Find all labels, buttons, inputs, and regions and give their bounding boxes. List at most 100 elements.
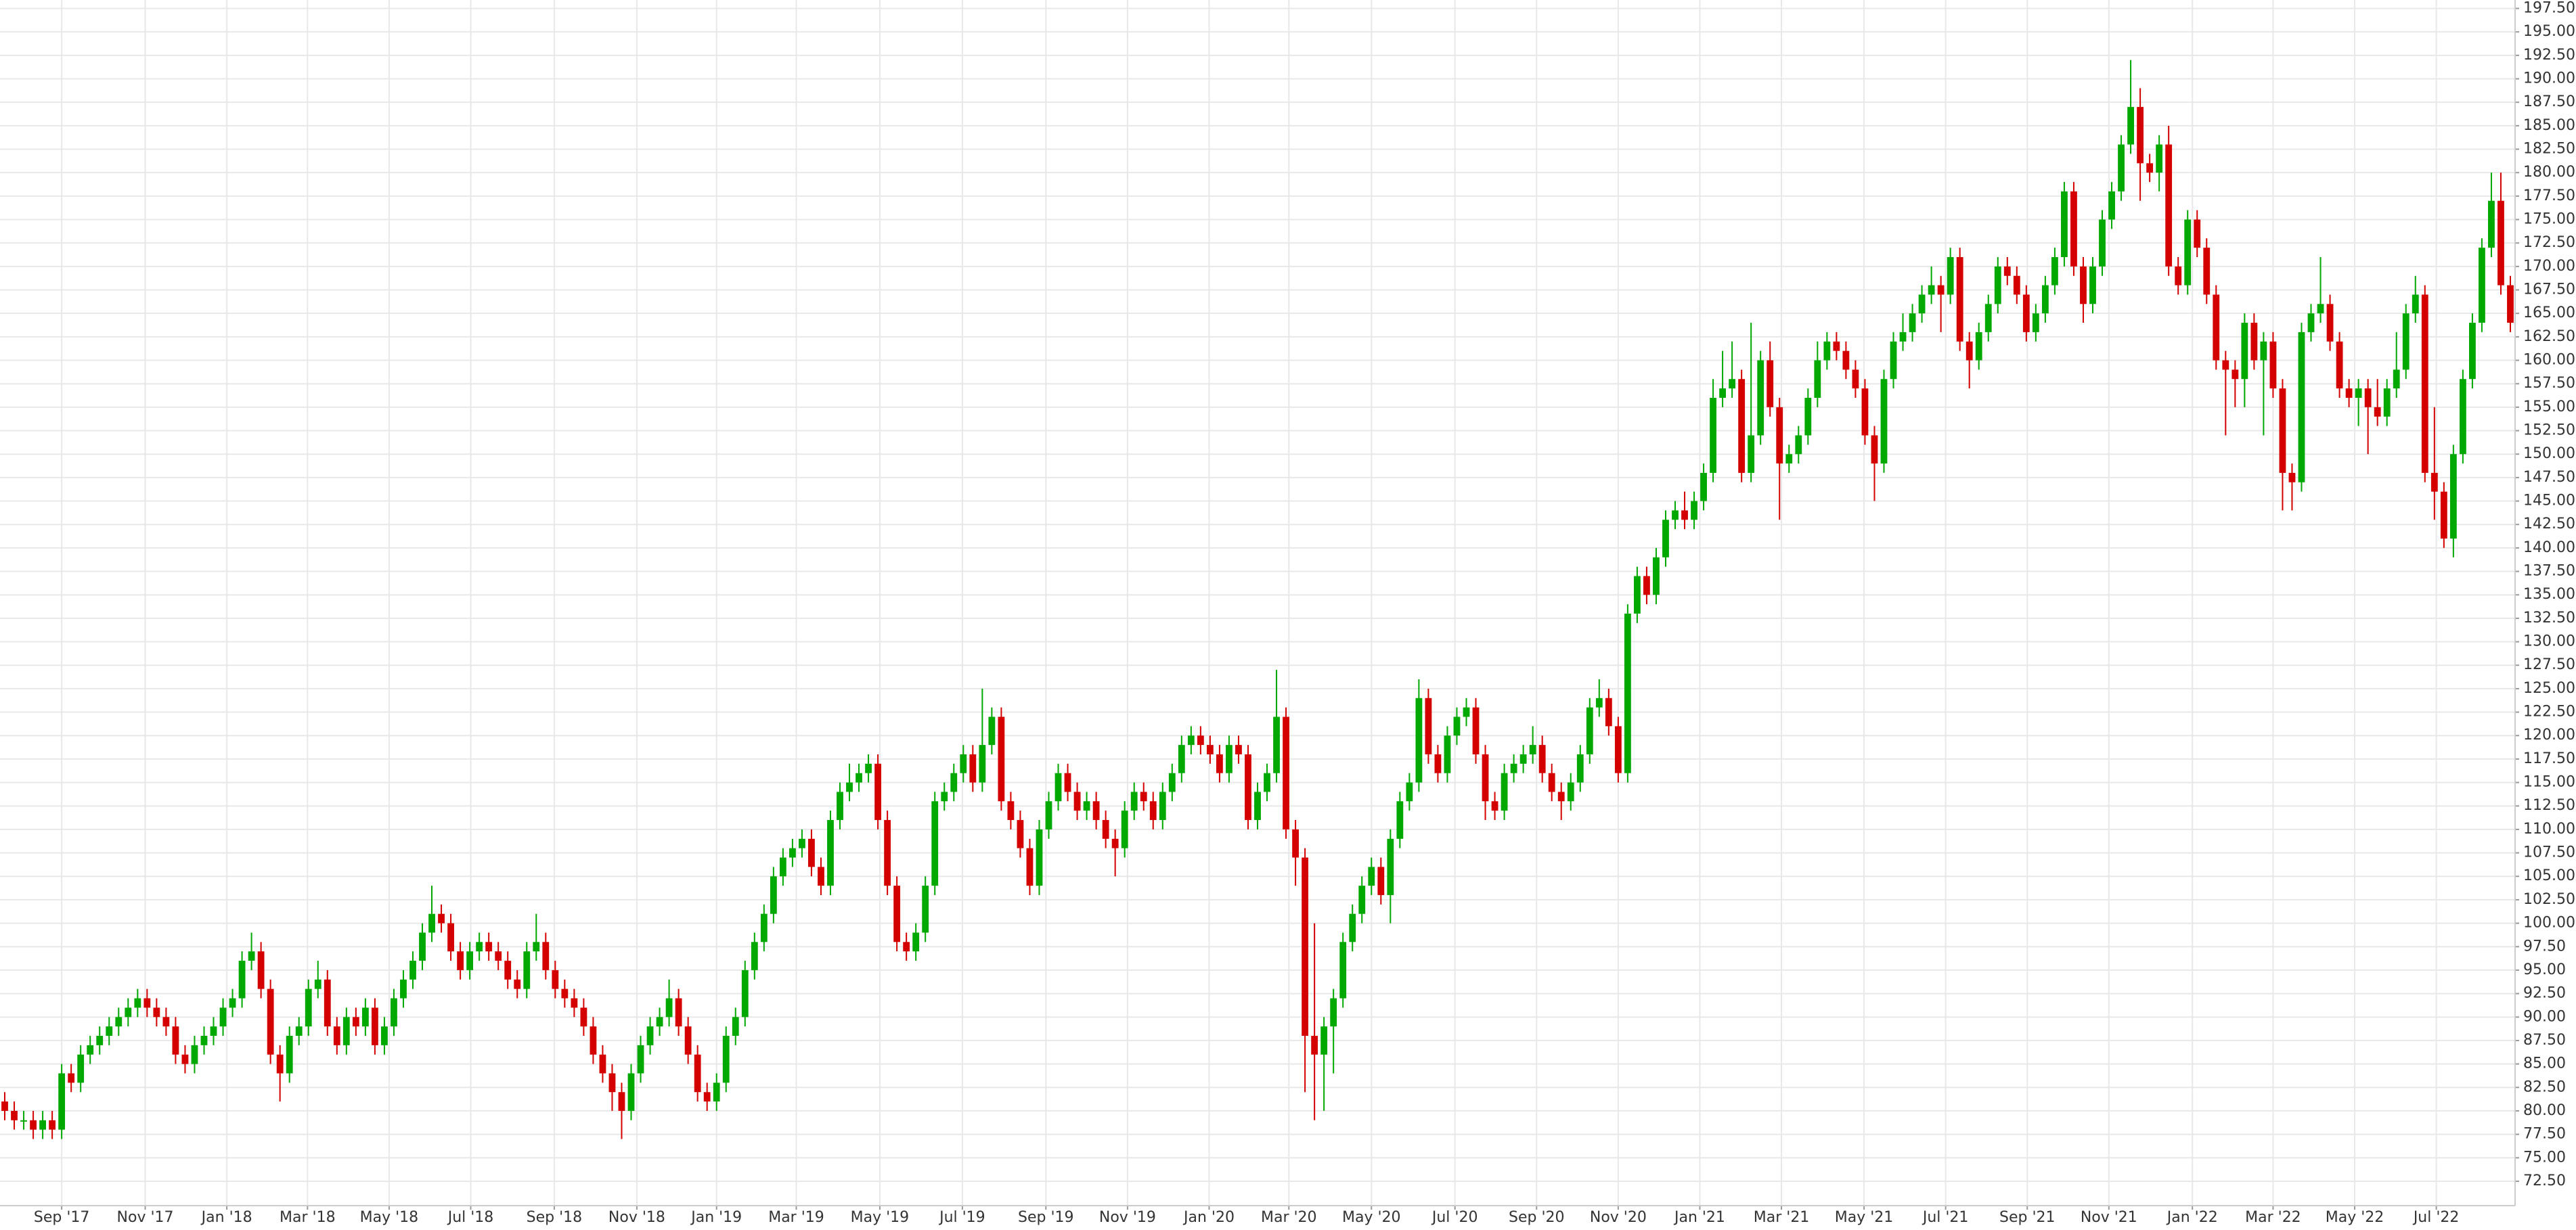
candle-body	[1595, 698, 1603, 708]
x-tick-label: Mar '18	[280, 1209, 336, 1226]
candle-body	[2336, 341, 2343, 389]
candle-body	[2374, 407, 2381, 417]
candle-body	[2364, 388, 2372, 407]
candle-body	[1890, 341, 1897, 380]
candle-body	[1111, 838, 1119, 848]
candle-body	[115, 1017, 123, 1027]
x-tick-label: Sep '20	[1509, 1209, 1565, 1226]
x-tick-label: Jan '19	[690, 1209, 742, 1226]
candle-body	[1444, 735, 1451, 773]
x-tick-label: Jan '22	[2166, 1209, 2218, 1226]
candle-body	[523, 951, 531, 989]
candle-body	[1178, 745, 1185, 773]
x-tick-label: Jan '21	[1673, 1209, 1725, 1226]
candle-body	[741, 970, 749, 1018]
candle-body	[1491, 801, 1498, 811]
y-tick-label: 85.00	[2523, 1055, 2566, 1072]
candle-body	[125, 1007, 132, 1018]
candle-body	[1757, 360, 1764, 436]
candle-body	[68, 1073, 75, 1083]
y-tick-label: 82.50	[2523, 1078, 2566, 1095]
x-tick-label: Mar '21	[1754, 1209, 1810, 1226]
candle-body	[106, 1026, 113, 1036]
candle-body	[656, 1017, 663, 1027]
candle-body	[49, 1120, 56, 1130]
y-tick-label: 145.00	[2523, 493, 2575, 509]
y-tick-label: 150.00	[2523, 445, 2575, 462]
candle-body	[1814, 360, 1821, 398]
candle-body	[1235, 745, 1242, 754]
candle-body	[2507, 285, 2514, 323]
candle-body	[2459, 379, 2466, 455]
candle-body	[1785, 454, 1793, 464]
y-tick-label: 175.00	[2523, 211, 2575, 228]
y-tick-label: 127.50	[2523, 656, 2575, 673]
candle-body	[1899, 332, 1907, 342]
candle-body	[457, 951, 464, 970]
candle-body	[20, 1120, 27, 1122]
candle-body	[305, 988, 312, 1027]
candle-body	[1273, 716, 1280, 773]
candle-body	[286, 1035, 293, 1074]
candle-body	[2165, 144, 2173, 267]
x-tick-label: Nov '19	[1099, 1209, 1156, 1226]
y-tick-label: 187.50	[2523, 93, 2575, 110]
candle-body	[1, 1101, 8, 1111]
candle-body	[1406, 782, 1413, 802]
candle-body	[1463, 707, 1470, 717]
candle-body	[2108, 191, 2115, 220]
candle-body	[1102, 820, 1109, 839]
candle-body	[514, 979, 521, 989]
y-tick-label: 162.50	[2523, 328, 2575, 345]
candle-body	[808, 838, 815, 867]
y-tick-label: 160.00	[2523, 352, 2575, 369]
y-tick-label: 157.50	[2523, 375, 2575, 392]
candle-body	[191, 1045, 198, 1064]
candle-body	[1358, 886, 1366, 914]
candle-body	[1823, 341, 1831, 361]
y-tick-label: 80.00	[2523, 1102, 2566, 1119]
x-tick-label: Jul '19	[938, 1209, 985, 1226]
candle-body	[2298, 332, 2305, 482]
candle-body	[1216, 754, 1223, 773]
candle-body	[1691, 501, 1697, 520]
candle-body	[770, 876, 777, 914]
candle-body	[400, 979, 407, 999]
candle-body	[1007, 801, 1015, 821]
candle-body	[2003, 266, 2011, 276]
candle-body	[988, 716, 996, 746]
candle-body	[1937, 285, 1945, 295]
candle-body	[552, 970, 559, 989]
candle-body	[1966, 341, 1973, 361]
y-tick-label: 100.00	[2523, 915, 2575, 932]
candle-body	[931, 801, 939, 886]
y-tick-label: 130.00	[2523, 633, 2575, 650]
candle-body	[1368, 867, 1375, 886]
candle-body	[77, 1054, 85, 1083]
candle-body	[2421, 294, 2428, 473]
candle-body	[732, 1017, 739, 1036]
candle-body	[391, 998, 397, 1027]
candle-body	[1586, 707, 1593, 754]
candle-body	[960, 754, 967, 773]
candle-body	[1396, 801, 1404, 839]
candle-body	[352, 1017, 359, 1027]
y-tick-label: 72.50	[2523, 1172, 2566, 1189]
candle-body	[1311, 1035, 1318, 1055]
candle-body	[1738, 379, 1746, 473]
y-tick-label: 95.00	[2523, 961, 2566, 978]
candle-body	[409, 961, 416, 980]
candle-body	[485, 942, 493, 952]
x-tick-label: May '20	[1342, 1209, 1401, 1226]
candle-body	[1576, 754, 1584, 783]
candle-body	[646, 1026, 654, 1045]
candle-body	[2393, 369, 2400, 389]
candle-body	[2288, 472, 2296, 482]
candle-body	[1624, 613, 1631, 773]
y-tick-label: 142.50	[2523, 516, 2575, 532]
candle-body	[2326, 304, 2334, 342]
candle-body	[2184, 219, 2192, 286]
candle-body	[1245, 754, 1251, 821]
candle-body	[2440, 491, 2447, 539]
candle-body	[1017, 820, 1024, 848]
